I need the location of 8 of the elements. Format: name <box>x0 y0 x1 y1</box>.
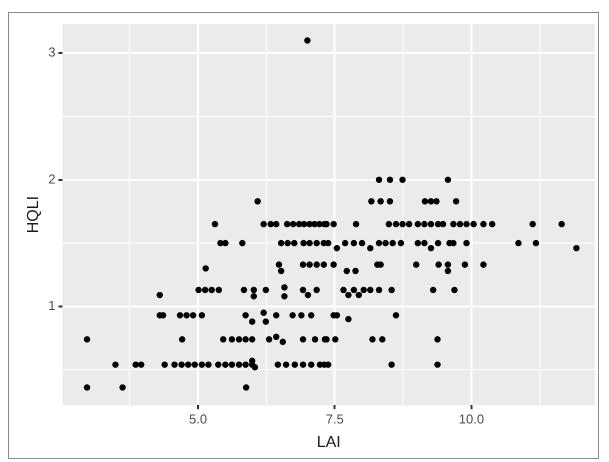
y-tick-label: 1 <box>48 298 56 313</box>
x-axis-title: LAI <box>316 434 341 451</box>
x-tick-label: 5.0 <box>188 412 208 427</box>
y-tick-label: 2 <box>48 171 56 186</box>
x-tick-label: 7.5 <box>326 412 344 427</box>
y-tick-label: 3 <box>48 44 56 60</box>
x-tick-label: 10.0 <box>458 412 484 427</box>
y-axis-title: HQLI <box>25 196 42 234</box>
